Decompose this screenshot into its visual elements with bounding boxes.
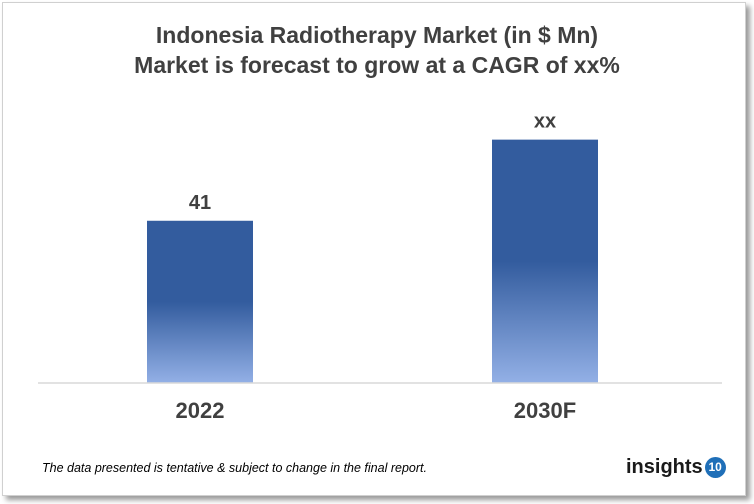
x-tick-label: 2022 — [176, 398, 225, 423]
bar-2022 — [147, 220, 253, 383]
chart-title: Indonesia Radiotherapy Market (in $ Mn) — [155, 22, 599, 48]
data-label: 41 — [189, 192, 211, 214]
bar-2030F — [492, 139, 598, 383]
chart-card — [2, 2, 746, 496]
data-label: xx — [534, 111, 556, 133]
x-tick-label: 2030F — [514, 398, 576, 423]
disclaimer-note: The data presented is tentative & subjec… — [42, 461, 427, 475]
chart-subtitle: Market is forecast to grow at a CAGR of … — [134, 52, 620, 78]
insights10-logo: insights 10 — [626, 456, 726, 479]
